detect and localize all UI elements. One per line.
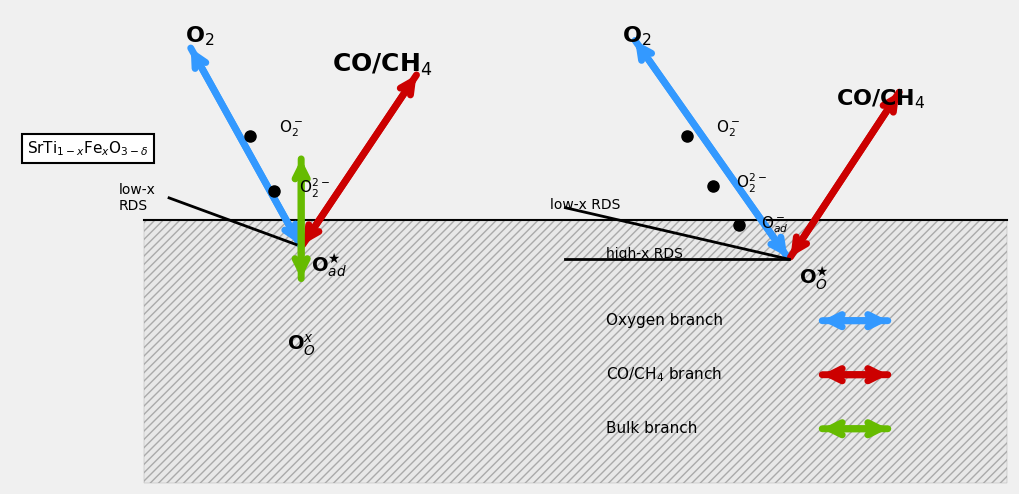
Text: O$_2^-$: O$_2^-$ [715,119,740,139]
Text: O$^\bigstar_O$: O$^\bigstar_O$ [799,264,829,292]
Text: O$_2^-$: O$_2^-$ [279,119,303,139]
Text: high-x RDS: high-x RDS [606,247,683,261]
Text: O$_2^{2-}$: O$_2^{2-}$ [736,171,767,195]
Text: low-x RDS: low-x RDS [550,198,621,212]
Text: O$^\bigstar_{ad}$: O$^\bigstar_{ad}$ [312,252,347,280]
Text: Bulk branch: Bulk branch [606,421,697,436]
Polygon shape [144,220,1008,483]
Text: CO/CH$_4$ branch: CO/CH$_4$ branch [606,366,721,384]
Text: O$_2$: O$_2$ [184,24,214,47]
Text: O$^x_O$: O$^x_O$ [286,332,316,358]
Text: low-x
RDS: low-x RDS [118,183,155,213]
Text: O$_2$: O$_2$ [622,24,651,47]
Text: CO/CH$_4$: CO/CH$_4$ [332,52,433,79]
Text: O$_2^{2-}$: O$_2^{2-}$ [300,176,330,200]
Text: O$^-_{ad}$: O$^-_{ad}$ [760,215,788,235]
Text: SrTi$_{1-x}$Fe$_x$O$_{3-\delta}$: SrTi$_{1-x}$Fe$_x$O$_{3-\delta}$ [28,139,149,158]
Text: CO/CH$_4$: CO/CH$_4$ [836,88,925,112]
Text: Oxygen branch: Oxygen branch [606,313,723,328]
